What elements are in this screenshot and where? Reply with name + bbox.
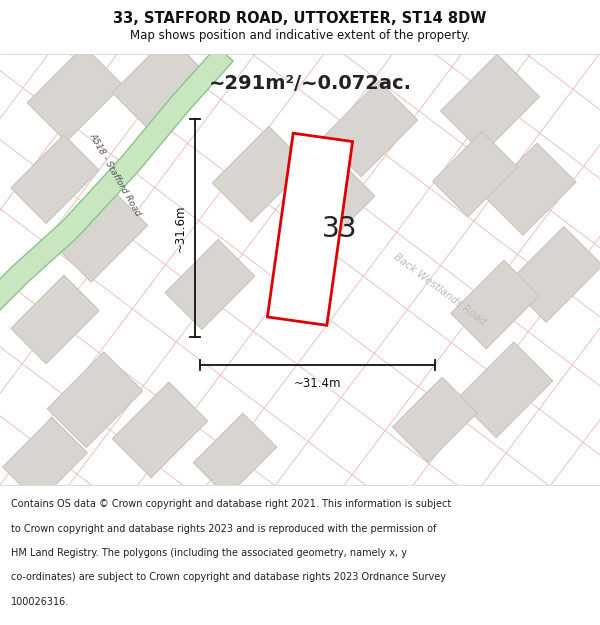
Text: Contains OS data © Crown copyright and database right 2021. This information is : Contains OS data © Crown copyright and d…	[11, 499, 451, 509]
Text: ~291m²/~0.072ac.: ~291m²/~0.072ac.	[209, 74, 412, 93]
Polygon shape	[268, 133, 353, 325]
Polygon shape	[507, 226, 600, 322]
Polygon shape	[193, 413, 277, 497]
Polygon shape	[212, 126, 308, 222]
Text: HM Land Registry. The polygons (including the associated geometry, namely x, y: HM Land Registry. The polygons (includin…	[11, 548, 407, 558]
Polygon shape	[165, 239, 255, 329]
Polygon shape	[433, 131, 517, 217]
Text: ~31.4m: ~31.4m	[294, 377, 341, 389]
Polygon shape	[47, 352, 143, 447]
Polygon shape	[285, 159, 375, 249]
Text: 33, STAFFORD ROAD, UTTOXETER, ST14 8DW: 33, STAFFORD ROAD, UTTOXETER, ST14 8DW	[113, 11, 487, 26]
Polygon shape	[484, 143, 576, 235]
Text: to Crown copyright and database rights 2023 and is reproduced with the permissio: to Crown copyright and database rights 2…	[11, 524, 436, 534]
Polygon shape	[11, 135, 99, 223]
Polygon shape	[0, 46, 233, 322]
Text: Map shows position and indicative extent of the property.: Map shows position and indicative extent…	[130, 29, 470, 42]
Polygon shape	[322, 81, 418, 177]
Polygon shape	[392, 378, 478, 462]
Text: ~31.6m: ~31.6m	[174, 204, 187, 251]
Polygon shape	[112, 36, 208, 132]
Polygon shape	[457, 342, 553, 437]
Polygon shape	[52, 186, 148, 282]
Text: Back Westlands Road: Back Westlands Road	[392, 252, 488, 328]
Polygon shape	[27, 46, 123, 142]
Text: 100026316.: 100026316.	[11, 597, 69, 607]
Text: 33: 33	[322, 215, 358, 243]
Text: A518 - Stafford Road: A518 - Stafford Road	[88, 131, 142, 217]
Polygon shape	[11, 275, 99, 364]
Polygon shape	[112, 382, 208, 478]
Polygon shape	[2, 418, 88, 502]
Polygon shape	[451, 260, 539, 349]
Polygon shape	[440, 54, 539, 154]
Text: co-ordinates) are subject to Crown copyright and database rights 2023 Ordnance S: co-ordinates) are subject to Crown copyr…	[11, 572, 446, 582]
